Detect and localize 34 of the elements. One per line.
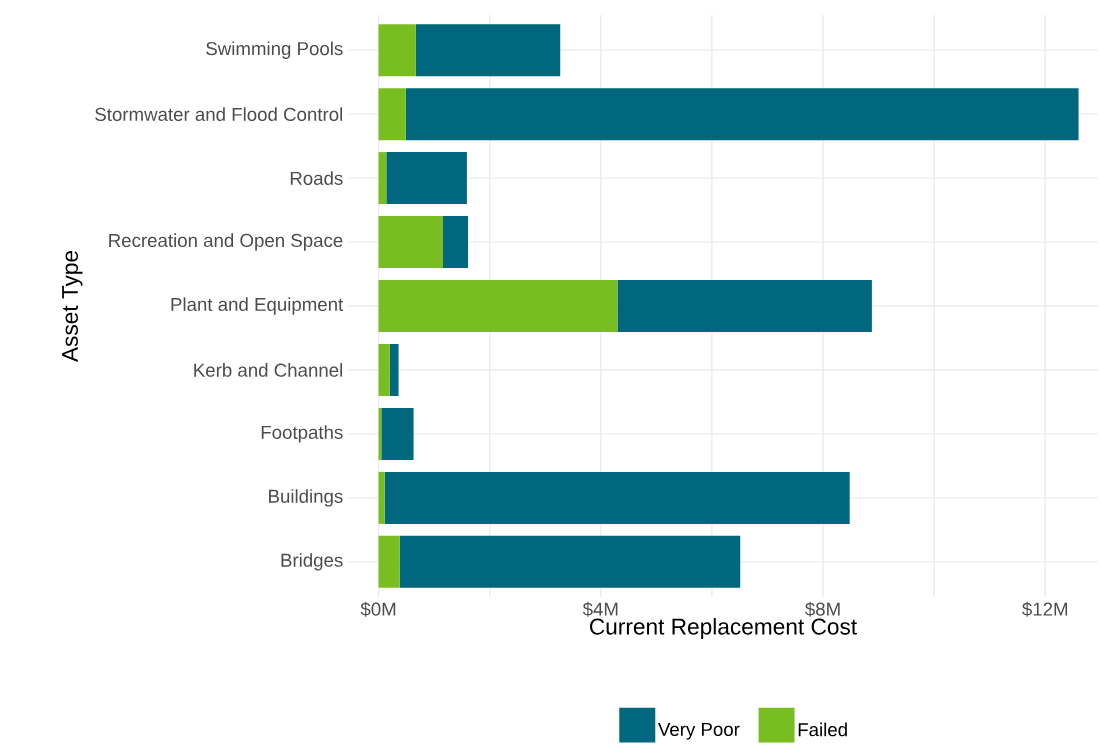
bar [384,471,850,524]
bar [443,216,468,269]
bar [378,216,443,269]
bar [399,535,741,588]
bar [378,280,618,333]
y-tick-label: Plant and Equipment [171,297,344,315]
bar [386,152,467,205]
bar [378,535,400,588]
y-tick-label: Footpaths [261,425,343,443]
x-tick-label: $12M [1022,601,1068,617]
y-tick-label: Swimming Pools [206,41,343,59]
bar [378,471,385,524]
y-tick-label: Stormwater and Flood Control [95,107,343,122]
bar [389,343,399,396]
y-tick-label: Recreation and Open Space [109,233,343,251]
x-tick-label: $0M [360,601,396,617]
legend-label: Very Poor [658,722,740,740]
y-tick-label: Bridges [281,553,343,571]
bar [378,24,416,77]
legend-label: Failed [798,722,847,737]
bar [381,407,414,460]
x-tick-label: $8M [805,601,840,617]
y-tick-label: Buildings [269,489,343,507]
bar [378,88,406,141]
bar [415,24,561,77]
bar [378,343,390,396]
x-axis-title: Current Replacement Cost [589,618,857,640]
x-tick-label: $4M [582,601,618,617]
y-axis-title: Asset Type [62,250,83,363]
y-tick-label: Kerb and Channel [194,363,343,377]
bar [378,152,387,205]
bar [405,88,1079,141]
y-tick-label: Roads [290,171,343,185]
bar [617,280,872,333]
